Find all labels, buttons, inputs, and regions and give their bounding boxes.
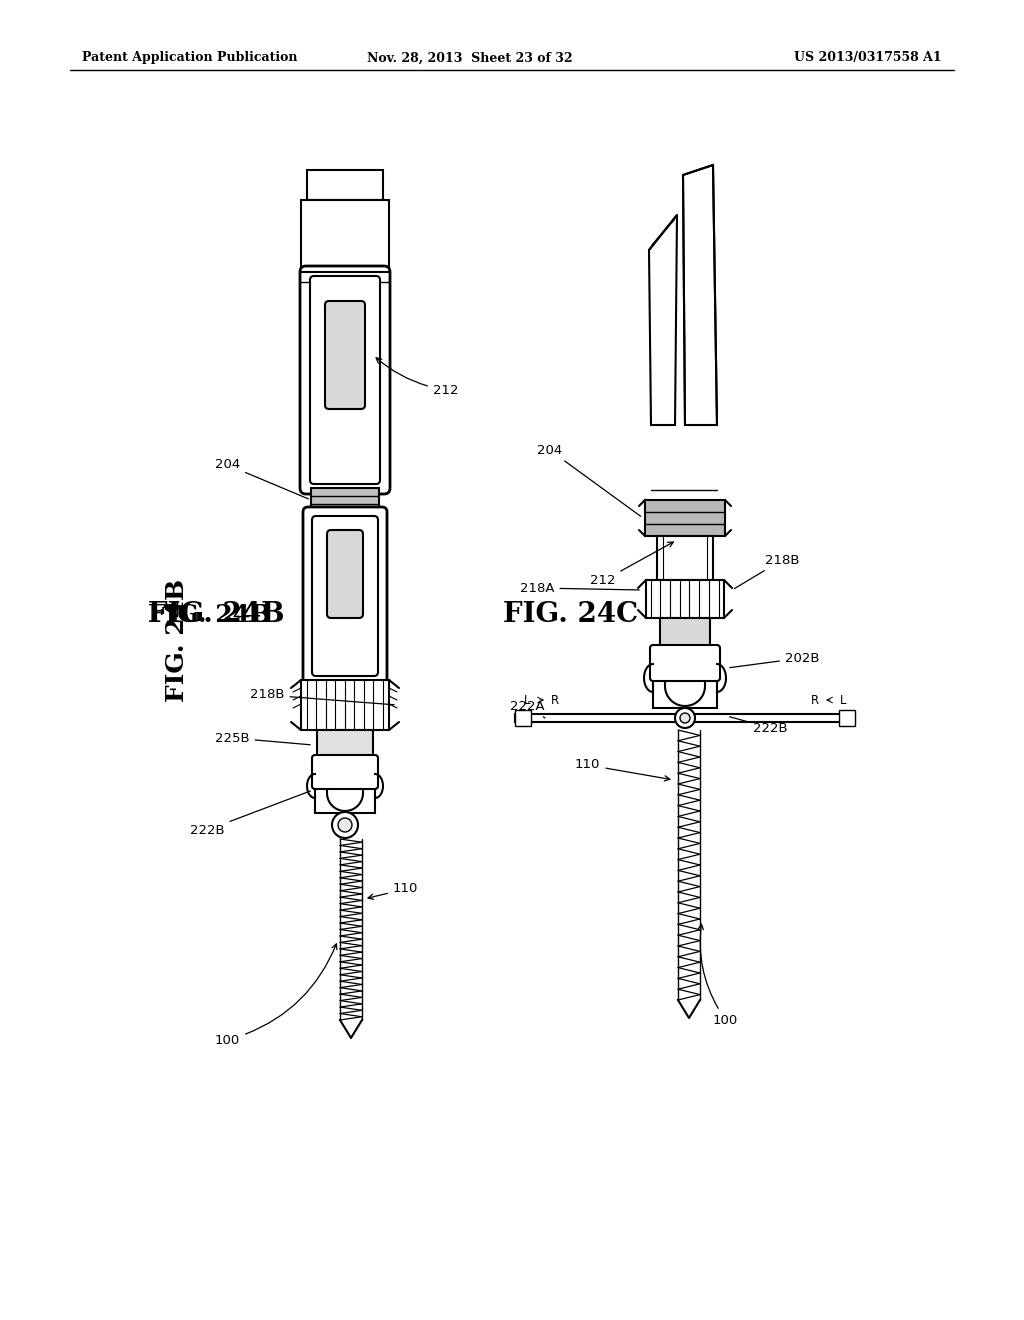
Text: 218B: 218B: [250, 689, 394, 705]
Text: R: R: [811, 693, 819, 706]
FancyBboxPatch shape: [325, 301, 365, 409]
Text: 212: 212: [376, 358, 459, 396]
Circle shape: [332, 812, 358, 838]
FancyBboxPatch shape: [312, 755, 378, 789]
Circle shape: [675, 708, 695, 729]
Text: 212: 212: [590, 543, 674, 587]
Text: US 2013/0317558 A1: US 2013/0317558 A1: [795, 51, 942, 65]
Bar: [653, 648, 717, 708]
Text: 110: 110: [575, 759, 670, 781]
Text: FIG. 24B: FIG. 24B: [148, 603, 271, 627]
Bar: [645, 500, 725, 536]
Bar: [311, 488, 379, 512]
Text: FIG. 24B: FIG. 24B: [165, 578, 189, 701]
Bar: [301, 201, 389, 272]
Text: L: L: [840, 693, 846, 706]
Text: 222B: 222B: [190, 791, 310, 837]
Polygon shape: [683, 165, 717, 425]
Text: 202B: 202B: [730, 652, 819, 668]
Bar: [660, 618, 710, 648]
Text: 222B: 222B: [730, 717, 787, 734]
Text: L: L: [523, 693, 530, 706]
Text: 218A: 218A: [520, 582, 639, 594]
Bar: [515, 710, 531, 726]
FancyBboxPatch shape: [310, 276, 380, 484]
Text: 204: 204: [537, 444, 641, 516]
Text: FIG. 24B: FIG. 24B: [148, 602, 285, 628]
FancyBboxPatch shape: [650, 645, 720, 681]
Circle shape: [338, 818, 352, 832]
Bar: [315, 758, 375, 813]
FancyBboxPatch shape: [300, 267, 390, 494]
Text: Patent Application Publication: Patent Application Publication: [82, 51, 298, 65]
Bar: [307, 170, 383, 201]
Text: 100: 100: [215, 944, 337, 1047]
Bar: [301, 680, 389, 730]
Bar: [646, 579, 724, 618]
Text: R: R: [551, 693, 559, 706]
FancyBboxPatch shape: [312, 516, 378, 676]
FancyBboxPatch shape: [303, 507, 387, 685]
Polygon shape: [649, 215, 677, 425]
FancyBboxPatch shape: [327, 531, 362, 618]
Text: 218B: 218B: [734, 553, 800, 589]
Text: 100: 100: [698, 924, 738, 1027]
Text: 110: 110: [368, 883, 419, 899]
Text: 204: 204: [215, 458, 308, 499]
Bar: [317, 730, 373, 758]
Text: 225B: 225B: [215, 731, 310, 744]
Circle shape: [680, 713, 690, 723]
Bar: [515, 714, 855, 722]
Bar: [657, 536, 713, 579]
Text: FIG. 24C: FIG. 24C: [503, 602, 638, 628]
Bar: [839, 710, 855, 726]
Text: Nov. 28, 2013  Sheet 23 of 32: Nov. 28, 2013 Sheet 23 of 32: [368, 51, 572, 65]
Text: 222A: 222A: [510, 700, 545, 718]
